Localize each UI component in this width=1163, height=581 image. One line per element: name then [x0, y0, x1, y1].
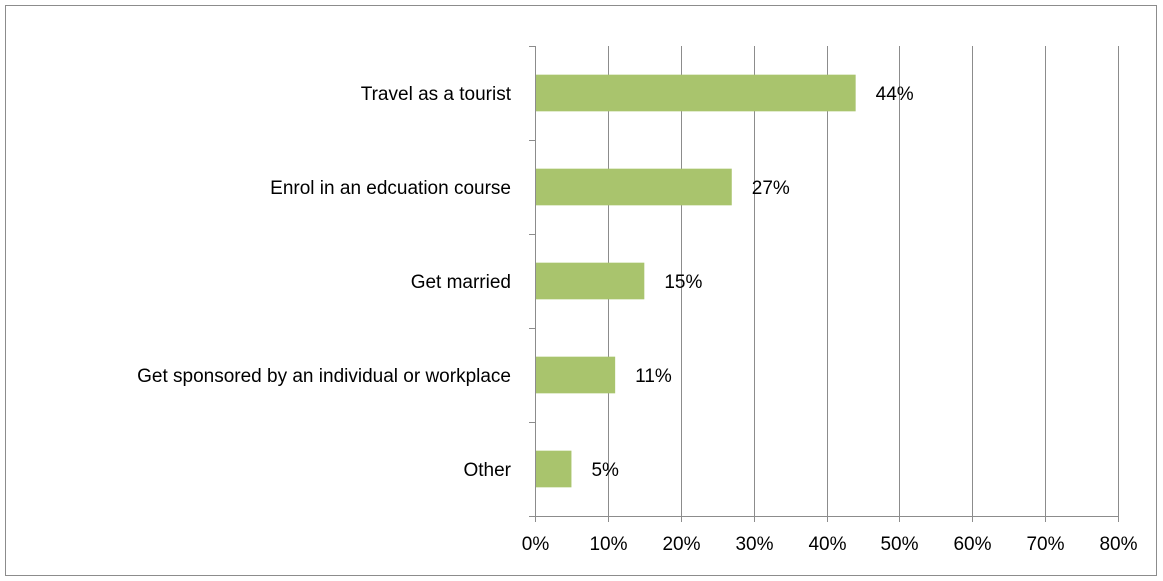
category-label: Get married — [411, 272, 511, 293]
category-label: Other — [463, 460, 511, 481]
bar — [536, 356, 616, 394]
data-label: 44% — [876, 84, 914, 105]
category-label: Get sponsored by an individual or workpl… — [137, 366, 511, 387]
bar-chart: 0% 10% 20% 30% 40% 50% 60% 70% 80% 44% Travel as a… — [137, 46, 1138, 555]
x-tick-label: 40% — [808, 534, 846, 555]
x-tick-label: 10% — [589, 534, 627, 555]
bars — [536, 74, 856, 488]
bar — [536, 74, 856, 112]
x-tick-label: 20% — [662, 534, 700, 555]
data-label: 27% — [752, 178, 790, 199]
x-tick-label: 50% — [880, 534, 918, 555]
x-tick-label: 70% — [1026, 534, 1064, 555]
category-label: Travel as a tourist — [361, 84, 512, 105]
data-label: 11% — [635, 366, 672, 387]
chart-frame: 0% 10% 20% 30% 40% 50% 60% 70% 80% 44% Travel as a… — [5, 5, 1157, 576]
x-tick-label: 60% — [953, 534, 991, 555]
bar — [536, 262, 645, 300]
x-tick-label: 0% — [522, 534, 550, 555]
bar — [536, 168, 732, 206]
x-tick-label: 80% — [1099, 534, 1137, 555]
data-label: 5% — [591, 460, 619, 481]
category-label: Enrol in an edcuation course — [270, 178, 511, 199]
bar — [536, 450, 572, 488]
axes — [529, 46, 1119, 522]
data-label: 15% — [664, 272, 702, 293]
x-tick-label: 30% — [735, 534, 773, 555]
gridlines — [608, 46, 1119, 516]
labels: 0% 10% 20% 30% 40% 50% 60% 70% 80% 44% Travel as a… — [137, 84, 1138, 555]
